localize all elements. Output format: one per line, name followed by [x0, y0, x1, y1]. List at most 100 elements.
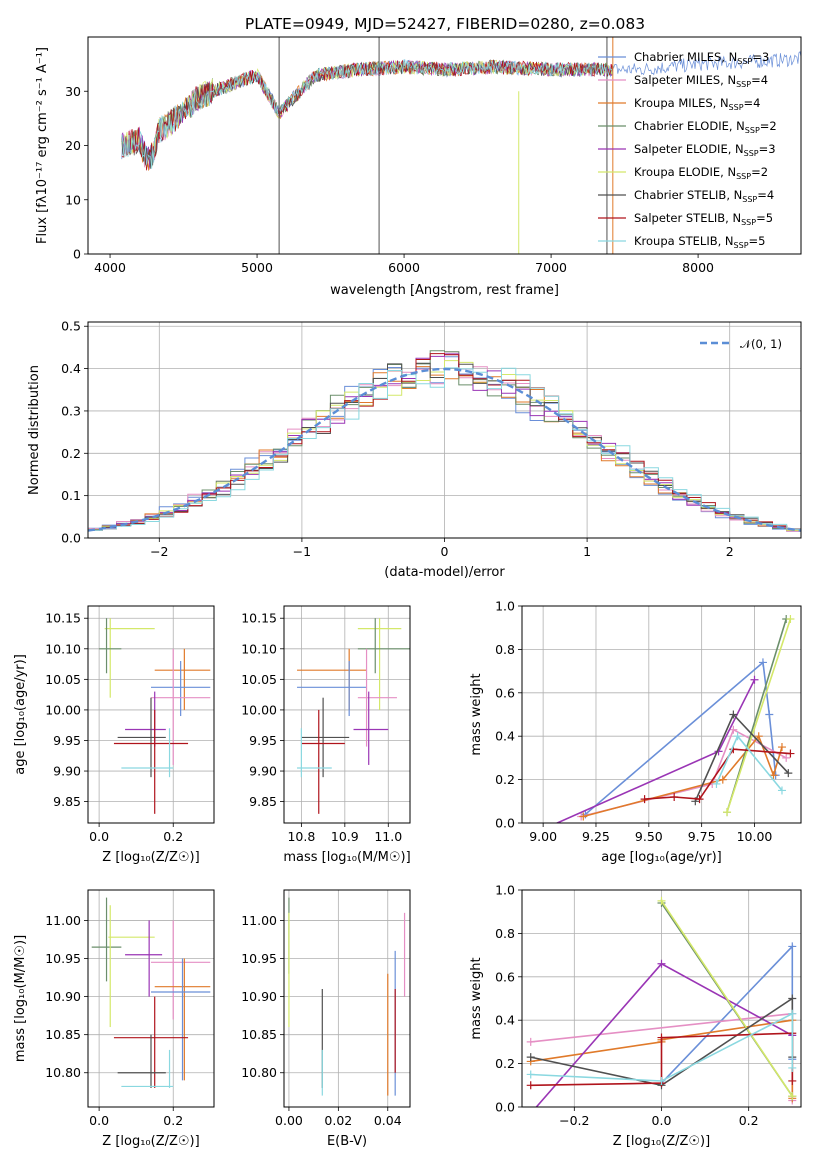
- x-tick-label: 0.2: [163, 1113, 183, 1128]
- y-tick-label: 10.80: [45, 1065, 81, 1080]
- weight-point-marker: [788, 1092, 797, 1101]
- x-axis-label: Z [log₁₀(Z/Z☉)]: [102, 850, 199, 865]
- weight-vs-age-panel: 9.00 9.25 9.50 9.75 10.00 0.0 0.2 0.4 0.6 0.8 1.0 a…: [469, 599, 802, 865]
- y-tick-label: 0.4: [61, 361, 81, 376]
- weight-point-marker: [786, 615, 795, 624]
- x-tick-label: −0.2: [559, 1113, 589, 1128]
- x-tick-label: 9.50: [635, 829, 663, 844]
- y-tick-label: 10.85: [45, 1027, 81, 1042]
- x-tick-label: 9.00: [529, 829, 557, 844]
- weight-series-line: [555, 679, 756, 823]
- spectrum-series-line: [121, 59, 614, 168]
- plot-frame: [521, 605, 802, 824]
- plot-frame: [521, 889, 802, 1108]
- plot-frame: [87, 889, 215, 1108]
- weight-point-marker: [788, 994, 797, 1003]
- legend-name: Salpeter MILES, N: [634, 73, 736, 87]
- legend-name: Salpeter STELIB, N: [634, 211, 741, 225]
- y-tick-label: 9.90: [53, 764, 81, 779]
- y-tick-label: 9.95: [53, 733, 81, 748]
- weight-series-line: [584, 660, 777, 815]
- y-tick-label: 10.15: [241, 611, 277, 626]
- weight-point-marker: [526, 1037, 535, 1046]
- y-tick-label: 0.2: [495, 1056, 515, 1071]
- legend-entry: Chabrier MILES, NSSP=3: [634, 50, 769, 66]
- weight-vs-metallicity-panel: −0.2 0.0 0.2 0.0 0.2 0.4 0.6 0.8 1.0 Z [log₁₀(Z/Z…: [469, 883, 802, 1149]
- weight-series-line: [530, 1012, 794, 1082]
- weight-point-marker: [765, 710, 774, 719]
- x-tick-label: 2: [726, 544, 734, 559]
- weight-point-marker: [784, 769, 793, 778]
- y-tick-label: 9.85: [53, 794, 81, 809]
- x-tick-label: 0.04: [374, 1113, 402, 1128]
- weight-series-line: [726, 618, 792, 813]
- y-tick-label: 0.6: [495, 969, 515, 984]
- weight-point-marker: [777, 743, 786, 752]
- y-tick-label: 10.05: [241, 672, 277, 687]
- spectrum-series-line: [121, 59, 614, 169]
- y-tick-label: 9.85: [249, 794, 277, 809]
- legend-entry: Salpeter MILES, NSSP=4: [634, 73, 768, 89]
- legend-subscript: SSP: [736, 80, 751, 89]
- plot-frame: [87, 605, 215, 824]
- x-tick-label: 0.00: [275, 1113, 303, 1128]
- y-tick-label: 0.4: [495, 1013, 515, 1028]
- y-tick-label: 10.90: [45, 989, 81, 1004]
- y-axis-label: Normed distribution: [27, 365, 42, 495]
- spectrum-series-line: [121, 59, 614, 168]
- weight-point-marker: [786, 749, 795, 758]
- y-tick-label: 10.05: [45, 672, 81, 687]
- weight-point-marker: [788, 1076, 797, 1085]
- weight-point-marker: [527, 1110, 535, 1118]
- weight-point-marker: [579, 812, 588, 821]
- weight-point-marker: [723, 808, 732, 817]
- y-tick-label: 11.00: [241, 913, 277, 928]
- y-tick-label: 10.10: [241, 641, 277, 656]
- y-tick-label: 0.1: [61, 488, 81, 503]
- x-tick-label: 7000: [535, 260, 567, 275]
- spectrum-series-line: [121, 59, 614, 171]
- y-tick-label: 10.90: [241, 989, 277, 1004]
- legend-name: Chabrier STELIB, N: [634, 188, 742, 202]
- weight-point-marker: [526, 1070, 535, 1079]
- x-tick-label: 6000: [388, 260, 420, 275]
- y-tick-label: 0.8: [495, 926, 515, 941]
- y-tick-label: 0.5: [61, 319, 81, 334]
- weight-point-marker: [729, 710, 738, 719]
- y-axis-label: mass weight: [469, 673, 484, 755]
- y-tick-label: 10.95: [45, 951, 81, 966]
- legend-suffix: =2: [751, 165, 768, 179]
- y-tick-label: 0.4: [495, 729, 515, 744]
- weight-point-marker: [657, 896, 666, 905]
- legend-suffix: =3: [752, 50, 769, 64]
- y-tick-label: 9.90: [249, 764, 277, 779]
- legend-subscript: SSP: [736, 172, 751, 181]
- y-tick-label: 30: [65, 84, 81, 99]
- y-tick-label: 10.15: [45, 611, 81, 626]
- mass-vs-extinction-panel: 0.00 0.02 0.04 10.80 10.85 10.90 10.95 11.00 E(B…: [241, 889, 411, 1149]
- gaussian-curve: [87, 367, 802, 532]
- y-tick-label: 1.0: [495, 599, 515, 614]
- y-tick-label: 10.85: [241, 1027, 277, 1042]
- x-tick-label: 0.2: [739, 1113, 759, 1128]
- x-axis-label: mass [log₁₀(M/M☉)]: [283, 850, 410, 865]
- y-tick-label: 0.0: [495, 816, 515, 831]
- y-tick-label: 10.00: [241, 702, 277, 717]
- legend-entry: Chabrier STELIB, NSSP=4: [634, 188, 774, 204]
- x-tick-label: 1: [583, 544, 591, 559]
- legend-entry: Salpeter STELIB, NSSP=5: [634, 211, 773, 227]
- y-axis-label: mass weight: [469, 957, 484, 1039]
- y-tick-label: 0.0: [495, 1100, 515, 1115]
- legend-entry: Kroupa STELIB, NSSP=5: [634, 234, 765, 250]
- weight-series-line: [581, 728, 787, 818]
- residuals-panel: −2 −1 0 1 2 0.0 0.1 0.2 0.3 0.4 0.5 (data-model)/er…: [27, 319, 802, 580]
- weight-series-line: [660, 900, 793, 1097]
- age-vs-metallicity-panel: 0.0 0.2 9.85 9.90 9.95 10.00 10.05 10.10 10.15 Z …: [13, 605, 215, 865]
- legend-subscript: SSP: [742, 195, 757, 204]
- x-tick-label: 0.2: [163, 829, 183, 844]
- weight-point-marker: [657, 959, 666, 968]
- x-axis-label: (data-model)/error: [384, 565, 505, 580]
- y-tick-label: 10.00: [45, 702, 81, 717]
- legend-entry: Chabrier ELODIE, NSSP=2: [634, 119, 777, 135]
